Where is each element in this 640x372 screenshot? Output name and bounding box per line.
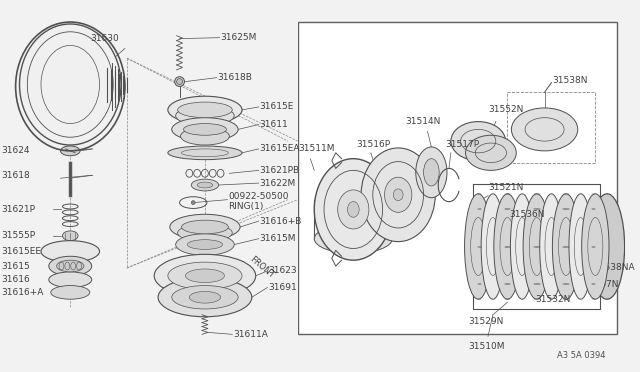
Ellipse shape	[172, 118, 238, 141]
Text: 31622M: 31622M	[260, 179, 296, 187]
Ellipse shape	[314, 159, 392, 260]
Bar	[298, 22, 617, 334]
Ellipse shape	[481, 194, 504, 299]
Ellipse shape	[175, 234, 234, 255]
Ellipse shape	[540, 194, 563, 299]
Ellipse shape	[168, 262, 242, 289]
Ellipse shape	[178, 102, 232, 118]
Ellipse shape	[182, 220, 228, 234]
Text: 31538NA: 31538NA	[593, 263, 635, 272]
Ellipse shape	[361, 148, 435, 242]
Ellipse shape	[19, 24, 121, 145]
Text: 31630: 31630	[90, 34, 118, 43]
Ellipse shape	[56, 260, 84, 272]
Ellipse shape	[154, 254, 256, 297]
Bar	[0, 4, 298, 368]
Ellipse shape	[424, 159, 439, 186]
Ellipse shape	[472, 202, 484, 217]
Ellipse shape	[158, 278, 252, 317]
Text: 31616: 31616	[1, 275, 29, 284]
Ellipse shape	[465, 194, 492, 299]
Text: 31529N: 31529N	[468, 317, 504, 326]
Ellipse shape	[61, 146, 80, 156]
Text: 31621P: 31621P	[1, 205, 35, 214]
Text: 31516P: 31516P	[356, 140, 390, 148]
Ellipse shape	[175, 106, 234, 125]
Ellipse shape	[338, 190, 369, 229]
Text: 00922-50500: 00922-50500	[228, 192, 289, 201]
Ellipse shape	[523, 194, 550, 299]
Text: 31510M: 31510M	[468, 341, 505, 350]
Ellipse shape	[186, 269, 225, 283]
Ellipse shape	[589, 194, 625, 299]
Text: 31625M: 31625M	[221, 33, 257, 42]
Ellipse shape	[188, 240, 223, 250]
Text: 31615: 31615	[1, 262, 29, 270]
Ellipse shape	[314, 224, 392, 253]
Ellipse shape	[416, 147, 447, 198]
Ellipse shape	[385, 177, 412, 212]
Text: 31623: 31623	[268, 266, 297, 275]
Text: 31517P: 31517P	[445, 140, 479, 148]
Text: 31611: 31611	[260, 120, 289, 129]
Text: 31521N: 31521N	[488, 183, 524, 192]
Ellipse shape	[175, 77, 184, 86]
Ellipse shape	[49, 256, 92, 276]
Text: 31611A: 31611A	[233, 330, 268, 339]
Text: 31621PB: 31621PB	[260, 166, 300, 175]
Text: 31618B: 31618B	[218, 73, 253, 82]
Text: 31618: 31618	[1, 171, 29, 180]
Ellipse shape	[348, 202, 359, 217]
Text: 31552N: 31552N	[488, 105, 524, 114]
Ellipse shape	[465, 135, 516, 170]
Ellipse shape	[494, 194, 521, 299]
Ellipse shape	[184, 124, 227, 135]
Bar	[508, 92, 595, 163]
Ellipse shape	[569, 194, 593, 299]
Text: 31555P: 31555P	[1, 231, 35, 240]
Ellipse shape	[180, 128, 229, 145]
Ellipse shape	[177, 78, 182, 84]
Text: 31615M: 31615M	[260, 234, 296, 243]
Text: 31616+B: 31616+B	[260, 217, 302, 226]
Ellipse shape	[582, 194, 609, 299]
Text: 31691: 31691	[268, 283, 297, 292]
Text: 31536N: 31536N	[509, 210, 545, 219]
Ellipse shape	[191, 179, 219, 191]
Text: 31532N: 31532N	[535, 295, 570, 304]
Text: FRONT: FRONT	[248, 254, 276, 280]
Ellipse shape	[511, 108, 578, 151]
Text: 31615EE: 31615EE	[1, 247, 41, 256]
Ellipse shape	[178, 224, 232, 242]
Ellipse shape	[552, 194, 580, 299]
Circle shape	[191, 201, 195, 205]
Ellipse shape	[63, 231, 78, 241]
Text: RING(1): RING(1)	[228, 202, 264, 211]
Text: 31514N: 31514N	[405, 117, 440, 126]
Text: 31616+A: 31616+A	[1, 288, 44, 297]
Ellipse shape	[511, 194, 534, 299]
Text: A3 5A 0394: A3 5A 0394	[557, 351, 605, 360]
Ellipse shape	[168, 96, 242, 124]
Text: 31538N: 31538N	[552, 76, 588, 85]
Ellipse shape	[394, 189, 403, 201]
Ellipse shape	[172, 286, 238, 309]
Text: 31567N: 31567N	[584, 280, 619, 289]
Text: 31624: 31624	[1, 146, 29, 155]
Ellipse shape	[41, 241, 100, 262]
Text: 31615EA: 31615EA	[260, 144, 300, 153]
Ellipse shape	[168, 146, 242, 160]
Ellipse shape	[49, 272, 92, 288]
Text: 31615E: 31615E	[260, 102, 294, 112]
Ellipse shape	[51, 286, 90, 299]
Ellipse shape	[170, 214, 240, 240]
Ellipse shape	[197, 182, 212, 188]
Ellipse shape	[189, 291, 221, 303]
Text: 31511M: 31511M	[299, 144, 335, 153]
Ellipse shape	[451, 122, 506, 161]
